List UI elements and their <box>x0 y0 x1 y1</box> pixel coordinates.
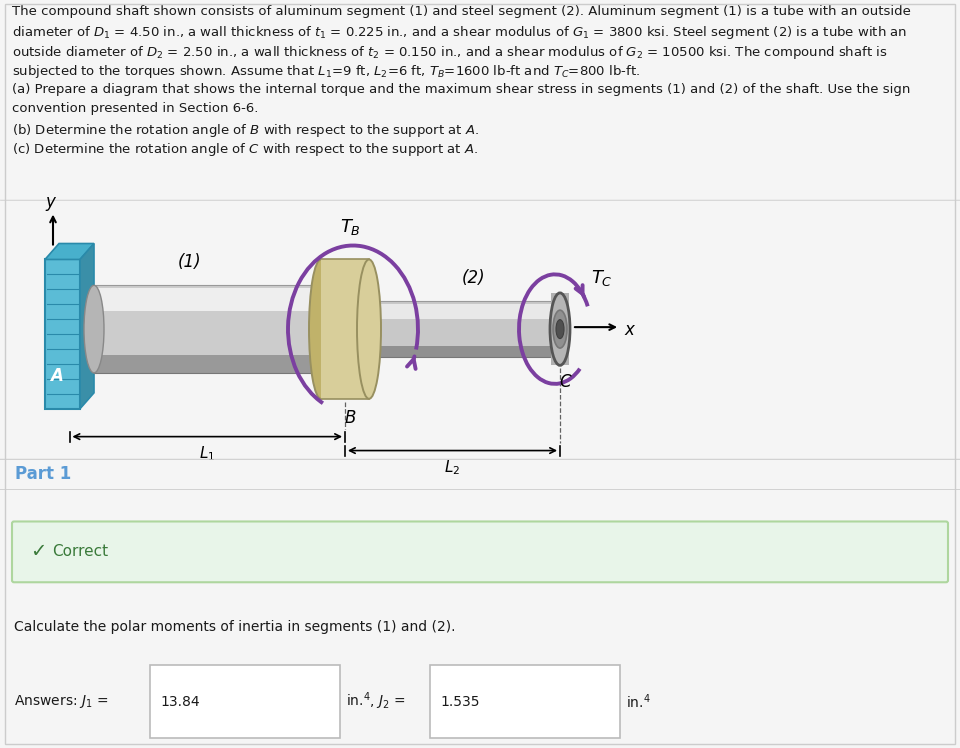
Text: Calculate the polar moments of inertia in segments (1) and (2).: Calculate the polar moments of inertia i… <box>14 619 455 634</box>
Bar <box>369 346 560 357</box>
Text: 1.535: 1.535 <box>440 695 479 708</box>
Text: $T_C$: $T_C$ <box>591 268 612 288</box>
Bar <box>551 293 569 365</box>
Text: B: B <box>345 408 356 427</box>
Bar <box>369 304 560 319</box>
Text: subjected to the torques shown. Assume that $L_1$=9 ft, $L_2$=6 ft, $T_B$=1600 l: subjected to the torques shown. Assume t… <box>12 64 640 80</box>
Text: A: A <box>50 367 62 385</box>
Text: (2): (2) <box>462 269 486 287</box>
Ellipse shape <box>84 285 104 373</box>
Text: Answers: $J_1$ =: Answers: $J_1$ = <box>14 693 108 710</box>
Text: in.$^4$: in.$^4$ <box>626 692 651 711</box>
Text: x: x <box>624 321 634 339</box>
Text: Correct: Correct <box>52 545 108 560</box>
Bar <box>369 301 560 357</box>
Ellipse shape <box>357 260 381 399</box>
Text: Part 1: Part 1 <box>15 465 72 483</box>
Text: $L_1$: $L_1$ <box>199 444 215 463</box>
Text: ✓: ✓ <box>30 542 46 562</box>
Ellipse shape <box>553 310 567 348</box>
Text: $T_B$: $T_B$ <box>340 217 360 236</box>
Polygon shape <box>80 244 94 408</box>
Text: The compound shaft shown consists of aluminum segment (1) and steel segment (2).: The compound shaft shown consists of alu… <box>12 5 911 18</box>
Bar <box>94 355 340 373</box>
Bar <box>45 260 80 408</box>
Bar <box>150 666 340 738</box>
Bar <box>321 260 369 399</box>
Text: (c) Determine the rotation angle of $C$ with respect to the support at $A$.: (c) Determine the rotation angle of $C$ … <box>12 141 478 159</box>
Text: outside diameter of $D_2$ = 2.50 in., a wall thickness of $t_2$ = 0.150 in., and: outside diameter of $D_2$ = 2.50 in., a … <box>12 44 887 61</box>
Bar <box>94 288 340 310</box>
Text: C: C <box>559 373 571 391</box>
Text: diameter of $D_1$ = 4.50 in., a wall thickness of $t_1$ = 0.225 in., and a shear: diameter of $D_1$ = 4.50 in., a wall thi… <box>12 25 907 41</box>
Ellipse shape <box>556 319 564 339</box>
Ellipse shape <box>309 260 333 399</box>
Polygon shape <box>45 244 94 260</box>
Bar <box>94 285 340 373</box>
FancyBboxPatch shape <box>12 521 948 582</box>
Text: in.$^4$, $J_2$ =: in.$^4$, $J_2$ = <box>346 690 406 712</box>
Bar <box>430 666 620 738</box>
Text: convention presented in Section 6-6.: convention presented in Section 6-6. <box>12 102 258 115</box>
Text: (1): (1) <box>179 254 202 272</box>
Text: $L_2$: $L_2$ <box>444 459 461 477</box>
Text: y: y <box>45 193 55 211</box>
Text: (b) Determine the rotation angle of $B$ with respect to the support at $A$.: (b) Determine the rotation angle of $B$ … <box>12 122 479 139</box>
Text: (a) Prepare a diagram that shows the internal torque and the maximum shear stres: (a) Prepare a diagram that shows the int… <box>12 83 910 96</box>
Text: 13.84: 13.84 <box>160 695 200 708</box>
Ellipse shape <box>550 293 570 365</box>
